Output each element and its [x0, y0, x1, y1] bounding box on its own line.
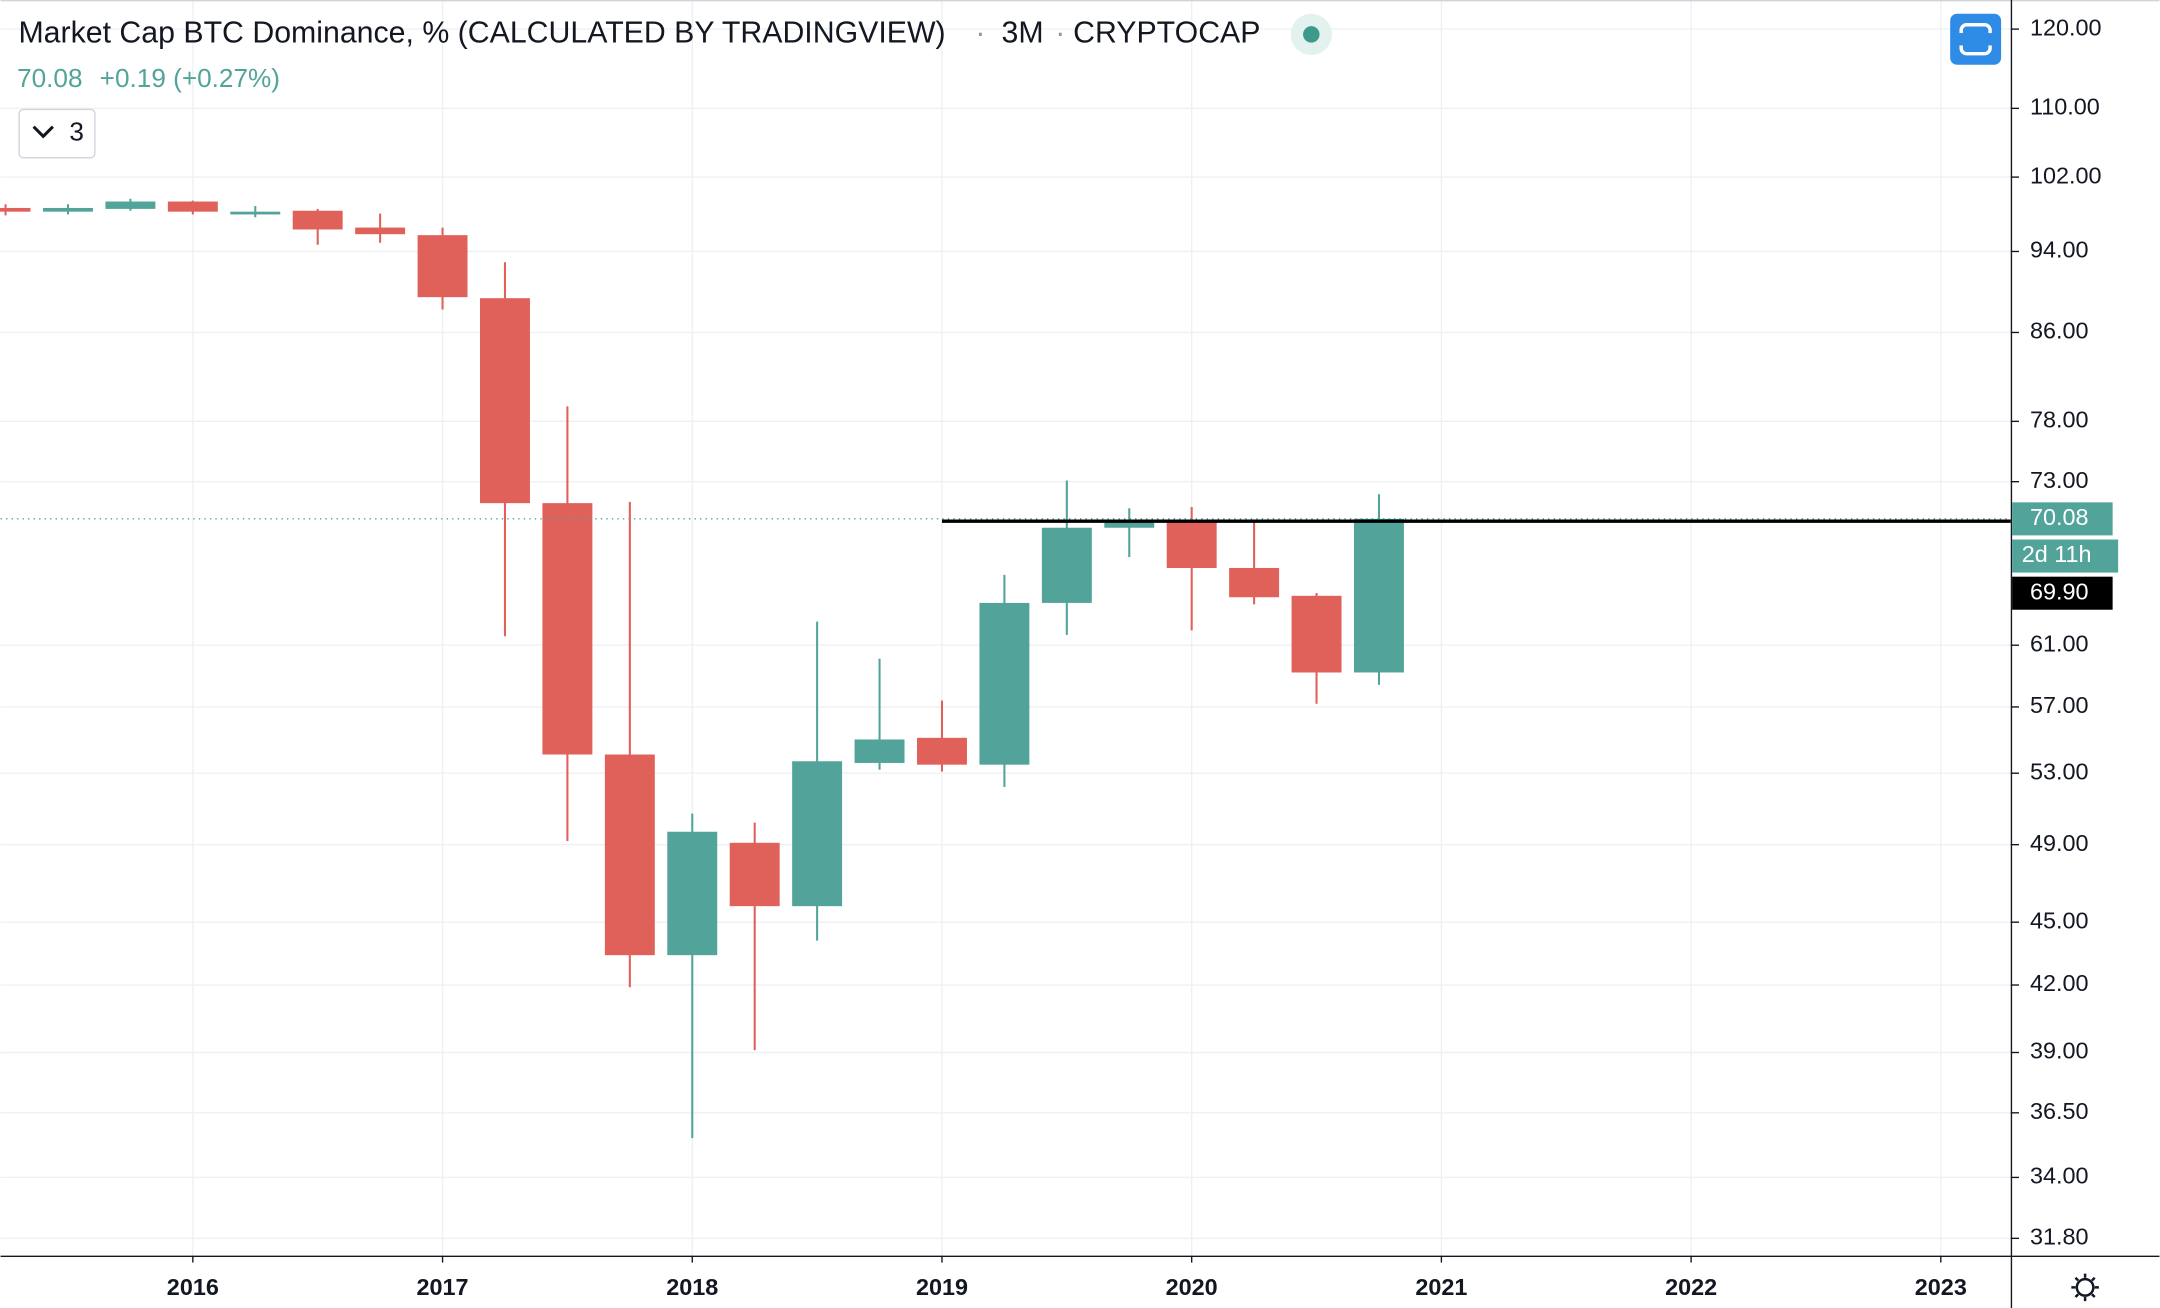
x-tick-label: 2019 — [916, 1274, 968, 1300]
hline-label: 69.90 — [2030, 578, 2089, 604]
x-tick-label: 2022 — [1665, 1274, 1717, 1300]
countdown-label: 2d 11h — [2022, 541, 2092, 567]
y-tick-label: 57.00 — [2030, 692, 2089, 718]
x-tick-label: 2023 — [1915, 1274, 1967, 1300]
candle-body — [230, 211, 281, 215]
candle-body — [1354, 518, 1404, 673]
candle-body — [1166, 519, 1217, 568]
candle-body — [292, 210, 343, 230]
candle-body — [1041, 527, 1092, 603]
legend-change: +0.19 (+0.27%) — [100, 63, 280, 93]
y-tick-label: 61.00 — [2030, 630, 2089, 656]
candle-body — [854, 739, 905, 763]
candle-body — [542, 503, 593, 755]
y-tick-label: 53.00 — [2030, 758, 2089, 784]
candle-body — [417, 235, 468, 298]
candle-body — [792, 761, 843, 907]
candle-body — [1229, 567, 1280, 598]
candle-body — [604, 754, 655, 956]
candle-body — [667, 831, 718, 956]
y-tick-label: 36.50 — [2030, 1098, 2089, 1124]
candle-body — [729, 842, 780, 907]
settings-icon[interactable] — [2071, 1273, 2099, 1302]
candle-body — [917, 737, 967, 765]
x-tick-label: 2018 — [666, 1274, 718, 1300]
y-tick-label: 94.00 — [2030, 237, 2089, 263]
y-tick-label: 42.00 — [2030, 970, 2089, 996]
y-tick-label: 31.80 — [2030, 1224, 2089, 1250]
indicator-count: 3 — [69, 116, 84, 146]
x-tick-label: 2021 — [1415, 1274, 1467, 1300]
candle-body — [1104, 519, 1155, 528]
fullscreen-button[interactable] — [1950, 13, 2002, 65]
y-tick-label: 78.00 — [2030, 407, 2089, 433]
candle-body — [43, 207, 93, 212]
candle-body — [979, 602, 1030, 765]
countdown-tag — [2012, 539, 2119, 573]
candle-body — [1291, 595, 1342, 673]
status-dot[interactable] — [1303, 26, 1320, 43]
separator: · — [1055, 16, 1065, 49]
axes: 120.00 110.00 102.00 94.00 86.00 78.00 73.00 61… — [167, 14, 2119, 1300]
last-price-label: 70.08 — [2030, 504, 2089, 530]
candle-body — [167, 201, 218, 212]
chevron-icon — [32, 125, 54, 139]
gear-teeth — [2071, 1273, 2099, 1302]
y-tick-label: 34.00 — [2030, 1163, 2089, 1189]
gear[interactable] — [2075, 1277, 2095, 1297]
plot — [0, 198, 2011, 1139]
y-tick-label: 102.00 — [2030, 162, 2102, 188]
last-price-tag — [2012, 502, 2113, 536]
y-tick-label: 73.00 — [2030, 467, 2089, 493]
y-tick-label: 49.00 — [2030, 830, 2089, 856]
toggle-box[interactable] — [18, 108, 96, 159]
chart-title: Market Cap BTC Dominance, % (CALCULATED … — [18, 16, 945, 49]
candle-body — [355, 227, 406, 235]
hline-tag — [2012, 576, 2113, 610]
separator: · — [975, 16, 985, 49]
legend-last: 70.08 — [17, 63, 82, 93]
fullscreen-icon-gap — [1957, 33, 1995, 46]
y-tick-label: 120.00 — [2030, 14, 2102, 40]
y-tick-label: 110.00 — [2030, 94, 2100, 120]
y-tick-label: 45.00 — [2030, 907, 2089, 933]
y-tick-label: 39.00 — [2030, 1038, 2089, 1064]
candle-body — [0, 207, 31, 212]
candle-body — [105, 201, 156, 209]
x-tick-label: 2016 — [167, 1274, 219, 1300]
indicator-toggle[interactable]: 3 — [18, 108, 96, 159]
y-tick-label: 86.00 — [2030, 318, 2089, 344]
x-tick-label: 2017 — [417, 1274, 469, 1300]
exchange: CRYPTOCAP — [1073, 16, 1260, 49]
candle-body — [480, 298, 530, 504]
grid — [0, 0, 2011, 1256]
interval: 3M — [1002, 16, 1044, 49]
x-tick-label: 2020 — [1166, 1274, 1218, 1300]
